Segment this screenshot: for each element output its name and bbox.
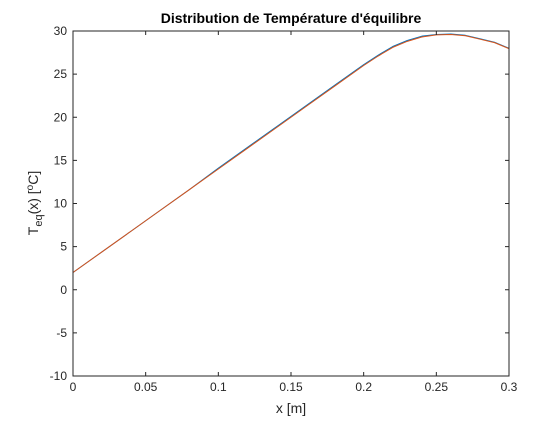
- x-tick-label: 0: [70, 380, 77, 394]
- x-axis-label: x [m]: [276, 400, 306, 416]
- y-tick-label: 25: [54, 67, 68, 81]
- y-tick-label: 20: [54, 110, 68, 124]
- y-tick-label: 10: [54, 197, 68, 211]
- plot-area-background: [73, 31, 509, 376]
- y-axis-label-superscript: o: [25, 184, 36, 190]
- y-axis-label-rest: (x) [: [25, 190, 41, 214]
- series-layer: [72, 33, 510, 273]
- x-tick-label: 0.1: [210, 380, 227, 394]
- y-tick-label: 5: [60, 240, 67, 254]
- y-axis-label-base: T: [25, 226, 41, 235]
- y-tick-label: -10: [50, 369, 68, 383]
- y-tick-label: 0: [60, 283, 67, 297]
- x-tick-label: 0.25: [425, 380, 449, 394]
- y-axis-label-unit: C]: [25, 171, 41, 185]
- y-tick-label: -5: [56, 326, 67, 340]
- y-tick-label: 15: [54, 153, 68, 167]
- y-tick-label: 30: [54, 24, 68, 38]
- x-tick-label: 0.3: [501, 380, 518, 394]
- x-tick-label: 0.05: [134, 380, 158, 394]
- x-tick-label: 0.15: [279, 380, 303, 394]
- chart-title: Distribution de Température d'équilibre: [161, 10, 422, 26]
- y-ticks: -10 -5 0 5 10 15 20 25 30: [50, 24, 509, 383]
- x-ticks: 0 0.05 0.1 0.15 0.2 0.25 0.3: [70, 31, 518, 394]
- series-line-2: [72, 33, 510, 273]
- x-tick-label: 0.2: [355, 380, 372, 394]
- y-axis-label: Teq(x) [oC]: [25, 171, 45, 235]
- y-axis-label-subscript: eq: [33, 214, 45, 226]
